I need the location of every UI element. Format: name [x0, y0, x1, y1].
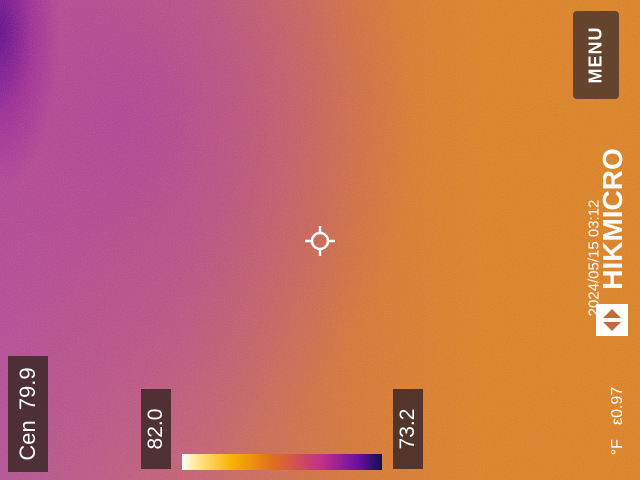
temperature-unit: °F: [609, 439, 626, 456]
menu-button[interactable]: MENU: [573, 11, 619, 99]
center-temperature-readout: Cen 79.9: [8, 356, 48, 472]
palette-color-bar: [182, 454, 382, 470]
crosshair-icon: [305, 226, 335, 256]
max-value: 82.0: [144, 408, 167, 450]
hikmicro-logo-icon: [596, 304, 628, 336]
min-value: 73.2: [396, 408, 419, 450]
emissivity-value: ε0.97: [609, 386, 626, 426]
datetime-text: 2024/05/15 03:12: [585, 199, 603, 317]
unit-emissivity-info: °F ε0.97: [606, 376, 630, 466]
max-temperature-readout: 82.0: [141, 389, 171, 469]
min-temperature-readout: 73.2: [393, 389, 423, 469]
menu-label: MENU: [585, 26, 606, 84]
brand-watermark: HIKMICRO: [592, 145, 634, 340]
capture-datetime: 2024/05/15 03:12: [584, 178, 604, 338]
center-label: Cen: [15, 420, 40, 461]
center-value: 79.9: [15, 367, 40, 411]
